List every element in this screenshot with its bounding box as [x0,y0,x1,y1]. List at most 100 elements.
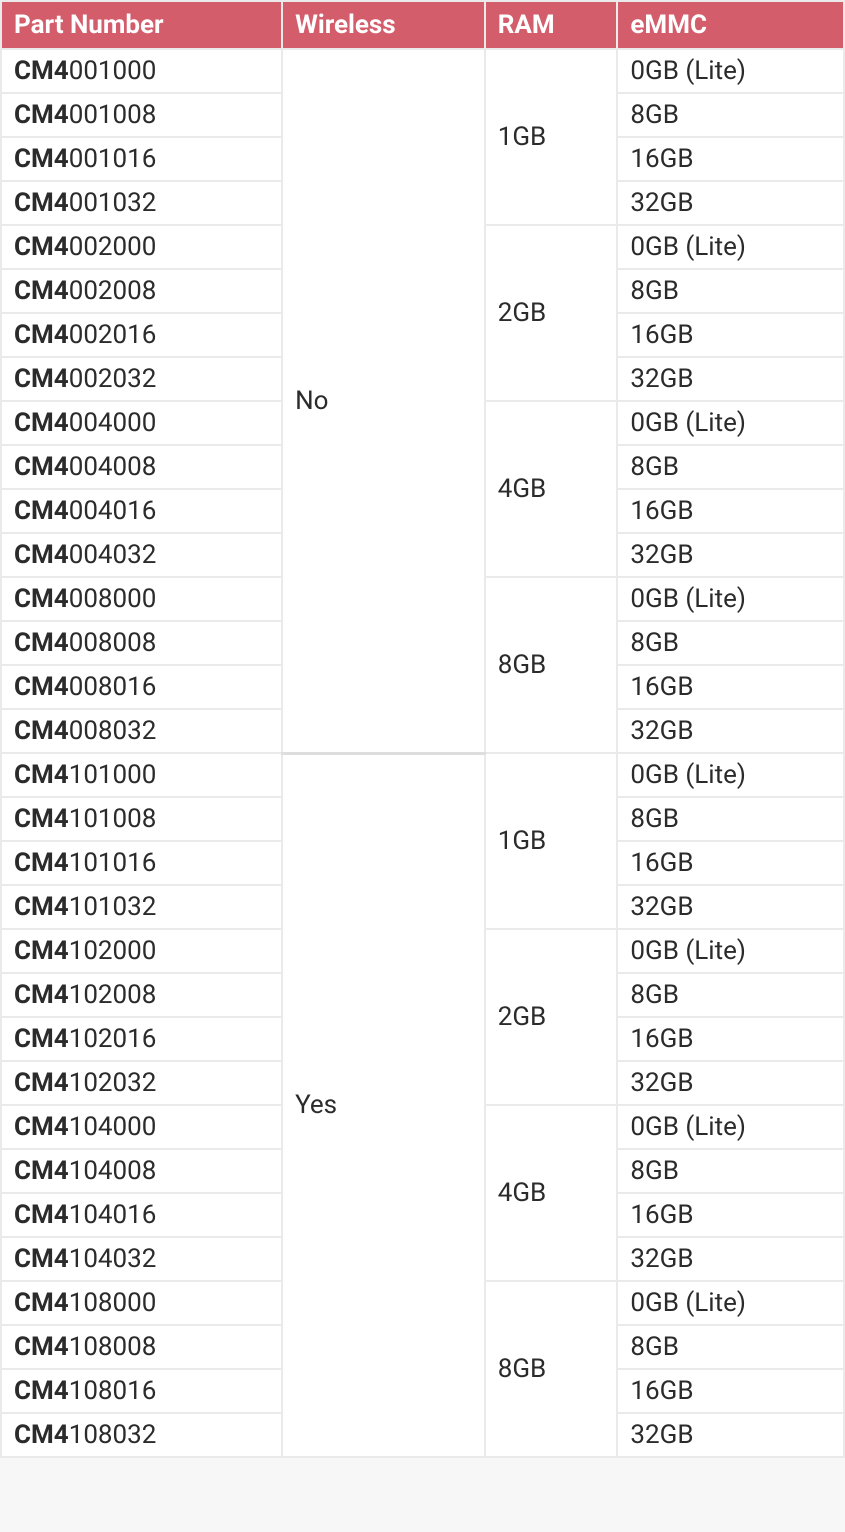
cell-part-number: CM4104000 [1,1105,282,1149]
cell-emmc: 0GB (Lite) [617,577,844,621]
cell-emmc: 32GB [617,709,844,753]
part-prefix: CM4 [14,980,69,1010]
part-suffix: 002000 [69,232,157,262]
part-suffix: 004016 [69,496,157,526]
part-suffix: 004032 [69,540,157,570]
part-prefix: CM4 [14,1332,69,1362]
part-suffix: 101000 [69,760,157,790]
part-suffix: 104032 [69,1244,157,1274]
part-suffix: 108032 [69,1420,157,1450]
cell-part-number: CM4004032 [1,533,282,577]
part-suffix: 004008 [69,452,157,482]
part-prefix: CM4 [14,56,69,86]
cell-ram: 2GB [485,225,618,401]
part-suffix: 101032 [69,892,157,922]
part-prefix: CM4 [14,1112,69,1142]
cell-part-number: CM4108008 [1,1325,282,1369]
part-prefix: CM4 [14,496,69,526]
cell-emmc: 16GB [617,1017,844,1061]
cell-emmc: 0GB (Lite) [617,929,844,973]
part-suffix: 108016 [69,1376,157,1406]
part-suffix: 101008 [69,804,157,834]
table-row: CM4001000No1GB0GB (Lite) [1,49,844,93]
part-prefix: CM4 [14,100,69,130]
part-suffix: 102016 [69,1024,157,1054]
part-prefix: CM4 [14,936,69,966]
cell-part-number: CM4008016 [1,665,282,709]
cell-emmc: 0GB (Lite) [617,1281,844,1325]
col-wireless: Wireless [282,1,485,49]
cell-emmc: 32GB [617,1061,844,1105]
part-prefix: CM4 [14,628,69,658]
cell-part-number: CM4101032 [1,885,282,929]
part-suffix: 002032 [69,364,157,394]
col-ram: RAM [485,1,618,49]
cell-part-number: CM4102008 [1,973,282,1017]
cell-part-number: CM4101016 [1,841,282,885]
part-prefix: CM4 [14,540,69,570]
cell-part-number: CM4104032 [1,1237,282,1281]
part-suffix: 002008 [69,276,157,306]
cell-part-number: CM4108016 [1,1369,282,1413]
cell-emmc: 16GB [617,841,844,885]
cell-part-number: CM4001008 [1,93,282,137]
cell-part-number: CM4004008 [1,445,282,489]
cell-emmc: 8GB [617,1149,844,1193]
cell-part-number: CM4001016 [1,137,282,181]
part-suffix: 001016 [69,144,157,174]
part-suffix: 004000 [69,408,157,438]
cell-emmc: 0GB (Lite) [617,49,844,93]
part-suffix: 102008 [69,980,157,1010]
cell-emmc: 8GB [617,1325,844,1369]
cell-part-number: CM4102000 [1,929,282,973]
cell-emmc: 16GB [617,1369,844,1413]
part-prefix: CM4 [14,1024,69,1054]
cell-part-number: CM4104016 [1,1193,282,1237]
table-row: CM4101000Yes1GB0GB (Lite) [1,753,844,797]
cell-part-number: CM4002008 [1,269,282,313]
cell-emmc: 32GB [617,1237,844,1281]
part-suffix: 102032 [69,1068,157,1098]
cell-wireless: No [282,49,485,753]
cell-part-number: CM4002032 [1,357,282,401]
cell-ram: 4GB [485,1105,618,1281]
part-prefix: CM4 [14,276,69,306]
cell-part-number: CM4002000 [1,225,282,269]
cell-part-number: CM4008008 [1,621,282,665]
part-suffix: 008000 [69,584,157,614]
part-suffix: 108008 [69,1332,157,1362]
part-prefix: CM4 [14,1156,69,1186]
cell-part-number: CM4001032 [1,181,282,225]
cell-part-number: CM4002016 [1,313,282,357]
cm4-variants-table: Part Number Wireless RAM eMMC CM4001000N… [0,0,845,1458]
part-prefix: CM4 [14,892,69,922]
cell-emmc: 8GB [617,797,844,841]
col-emmc: eMMC [617,1,844,49]
col-part-number: Part Number [1,1,282,49]
part-prefix: CM4 [14,1288,69,1318]
cell-wireless: Yes [282,753,485,1457]
cell-emmc: 8GB [617,445,844,489]
part-suffix: 002016 [69,320,157,350]
part-prefix: CM4 [14,584,69,614]
part-suffix: 008008 [69,628,157,658]
cell-emmc: 16GB [617,137,844,181]
part-prefix: CM4 [14,1376,69,1406]
cell-emmc: 16GB [617,489,844,533]
cell-ram: 4GB [485,401,618,577]
cell-part-number: CM4008000 [1,577,282,621]
table-body: CM4001000No1GB0GB (Lite)CM40010088GBCM40… [1,49,844,1457]
cell-emmc: 32GB [617,1413,844,1457]
part-prefix: CM4 [14,716,69,746]
cell-emmc: 16GB [617,313,844,357]
cell-emmc: 0GB (Lite) [617,1105,844,1149]
part-prefix: CM4 [14,232,69,262]
part-prefix: CM4 [14,188,69,218]
cell-emmc: 16GB [617,1193,844,1237]
part-prefix: CM4 [14,848,69,878]
cell-ram: 8GB [485,577,618,753]
part-prefix: CM4 [14,1420,69,1450]
cell-part-number: CM4101008 [1,797,282,841]
cell-part-number: CM4108000 [1,1281,282,1325]
part-prefix: CM4 [14,144,69,174]
